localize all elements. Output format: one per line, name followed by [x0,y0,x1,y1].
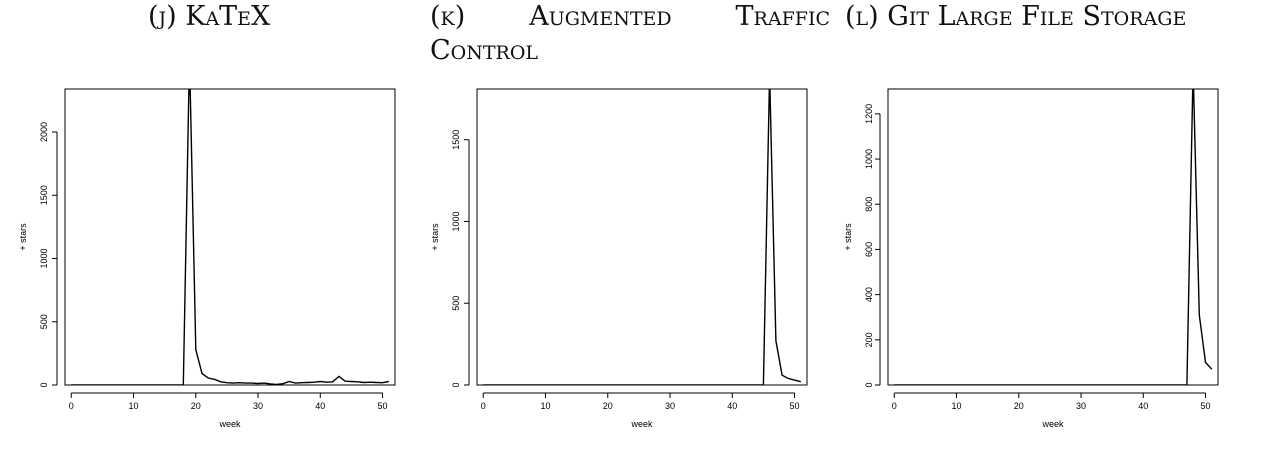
plot-frame [476,88,808,386]
plot-frame [887,88,1219,386]
y-axis-label: + stars [18,223,28,251]
x-tick-label: 50 [1201,401,1211,411]
chart-katex: 0 10 20 30 40 50 week 0 500 1000 1500 2000 + stars [18,88,396,429]
x-axis-label: week [630,419,653,429]
caption-k-line2: Control [430,35,539,66]
x-tick-label: 10 [951,401,961,411]
y-tick-label: 200 [864,332,874,347]
y-tick-label: 500 [451,296,461,311]
y-tick-label: 0 [864,382,874,387]
series-line [894,89,1213,385]
x-tick-label: 10 [540,401,550,411]
x-tick-label: 40 [727,401,737,411]
caption-k-line1: (k) Augmented Traffic [430,1,830,32]
x-tick-label: 20 [603,401,613,411]
x-tick-label: 50 [378,401,388,411]
x-axis-label: week [218,419,241,429]
x-tick-label: 30 [1076,401,1086,411]
y-tick-label: 0 [39,382,49,387]
x-tick-label: 20 [191,401,201,411]
x-tick-label: 20 [1014,401,1024,411]
y-tick-label: 400 [864,287,874,302]
y-axis-label: + stars [430,223,440,251]
x-tick-label: 0 [481,401,486,411]
y-tick-label: 800 [864,197,874,212]
y-tick-label: 1000 [864,149,874,169]
x-axis-label: week [1041,419,1064,429]
y-tick-label: 1200 [864,104,874,124]
x-tick-label: 50 [790,401,800,411]
x-tick-label: 10 [128,401,138,411]
series-line [71,89,389,385]
y-tick-label: 1000 [451,211,461,231]
caption-augmented-traffic-control: (k) Augmented Traffic Control [430,0,830,68]
y-tick-label: 600 [864,242,874,257]
y-tick-label: 1500 [39,185,49,205]
x-tick-label: 0 [892,401,897,411]
chart-git-lfs: 0 10 20 30 40 50 week 0 200 400 600 800 1000 1200 + st… [843,88,1219,429]
plot-frame [64,88,396,386]
y-tick-label: 1000 [39,248,49,268]
y-tick-label: 0 [451,382,461,387]
y-tick-label: 1500 [451,130,461,150]
y-axis-label: + stars [843,223,853,251]
x-tick-label: 40 [1138,401,1148,411]
series-line [483,89,801,385]
x-tick-label: 30 [665,401,675,411]
caption-katex: (j) KaTeX [148,1,271,32]
y-tick-label: 500 [39,314,49,329]
x-tick-label: 0 [69,401,74,411]
caption-git-large-file-storage: (l) Git Large File Storage [845,1,1187,32]
x-tick-label: 40 [315,401,325,411]
y-tick-label: 2000 [39,122,49,142]
x-tick-label: 30 [253,401,263,411]
chart-atc: 0 10 20 30 40 50 week 0 500 1000 1500 + stars [430,88,808,429]
